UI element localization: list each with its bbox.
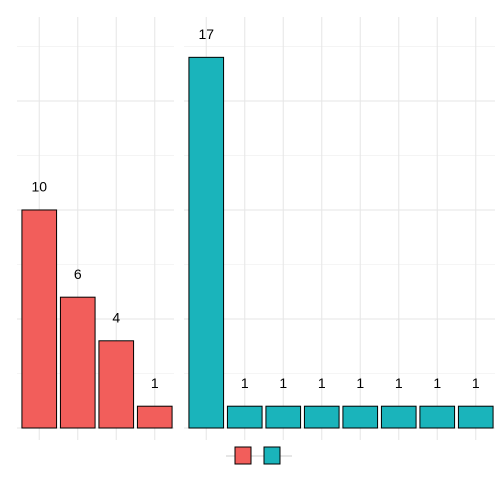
bar — [265, 405, 302, 429]
bar — [98, 340, 135, 429]
data-label: 1 — [279, 375, 287, 391]
data-label: 1 — [433, 375, 441, 391]
bar — [136, 405, 173, 429]
bar — [59, 296, 96, 429]
bar — [188, 56, 225, 429]
bar — [303, 405, 340, 429]
bar — [419, 405, 456, 429]
bar — [380, 405, 417, 429]
bar — [342, 405, 379, 429]
data-label: 1 — [472, 375, 480, 391]
bar — [457, 405, 494, 429]
legend-key — [234, 446, 252, 465]
bar — [226, 405, 263, 429]
data-label: 1 — [395, 375, 403, 391]
data-label: 1 — [241, 375, 249, 391]
data-label: 1 — [151, 375, 159, 391]
data-label: 6 — [74, 266, 82, 282]
data-label: 10 — [31, 179, 47, 195]
bar — [21, 209, 58, 429]
data-label: 4 — [112, 309, 120, 325]
data-label: 1 — [356, 375, 364, 391]
legend-key — [263, 446, 281, 465]
data-label: 17 — [198, 26, 214, 42]
data-label: 1 — [318, 375, 326, 391]
